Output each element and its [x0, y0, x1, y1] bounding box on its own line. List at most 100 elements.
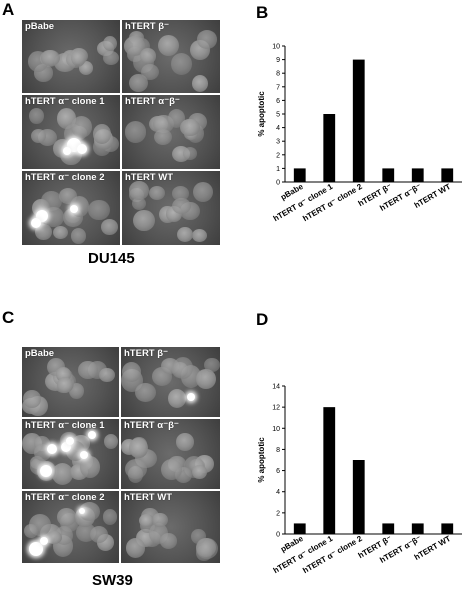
cell-nucleus — [176, 226, 194, 243]
apoptotic-body — [80, 451, 88, 459]
y-tick-label: 4 — [276, 125, 280, 132]
y-tick-label: 1 — [276, 166, 280, 173]
micrograph-tile: hTERT α⁻ clone 2 — [22, 171, 120, 245]
micrograph-tile: hTERT α⁻ clone 1 — [22, 419, 119, 489]
y-tick-label: 4 — [276, 489, 280, 496]
micrograph-tile: hTERT α⁻β⁻ — [122, 95, 220, 169]
y-tick-label: 3 — [276, 139, 280, 146]
cell-nucleus — [134, 383, 156, 403]
panel-label-b: B — [256, 3, 269, 22]
micrograph-tile: pBabe — [22, 347, 119, 417]
bar — [441, 168, 454, 182]
cell-nucleus — [70, 228, 86, 244]
cell-nucleus — [41, 49, 60, 66]
bar — [411, 523, 424, 534]
micrograph-label: hTERT β⁻ — [125, 21, 170, 32]
micrograph-tile: hTERT WT — [122, 171, 220, 245]
y-axis-label: % apoptotic — [257, 91, 266, 137]
y-tick-label: 10 — [272, 426, 280, 433]
y-tick-label: 10 — [272, 44, 280, 51]
y-tick-label: 2 — [276, 510, 280, 517]
micrograph-tile: pBabe — [22, 20, 120, 93]
micrograph-label: hTERT α⁻ clone 2 — [25, 172, 105, 183]
cell-nucleus — [103, 35, 118, 52]
y-tick-label: 8 — [276, 447, 280, 454]
cell-nucleus — [168, 389, 187, 409]
y-tick-label: 0 — [276, 532, 280, 539]
y-tick-label: 9 — [276, 57, 280, 64]
micrograph-label: pBabe — [25, 348, 55, 359]
micrograph-grid-sw39: pBabe hTERT β⁻ hTERT α⁻ clone 1 hTERT α⁻… — [22, 347, 220, 563]
cell-nucleus — [102, 50, 119, 66]
cell-line-caption-bottom: SW39 — [92, 572, 133, 589]
bar — [293, 523, 306, 534]
cell-nucleus — [191, 465, 207, 479]
y-tick-label: 0 — [276, 180, 280, 187]
micrograph-label: hTERT WT — [124, 492, 173, 503]
y-tick-label: 14 — [272, 384, 280, 391]
micrograph-label: hTERT α⁻ clone 1 — [25, 96, 105, 107]
cell-nucleus — [101, 219, 119, 236]
cell-nucleus — [79, 456, 100, 478]
cell-nucleus — [28, 108, 44, 125]
apoptotic-body — [79, 508, 85, 514]
micrograph-tile: hTERT WT — [121, 491, 220, 563]
micrograph-label: hTERT α⁻ clone 2 — [25, 492, 105, 503]
apoptotic-body — [70, 205, 78, 213]
bar — [352, 59, 365, 182]
apoptotic-body — [66, 437, 74, 445]
bar — [293, 168, 306, 182]
cell-nucleus — [159, 533, 178, 549]
apoptotic-body — [88, 431, 96, 439]
cell-nucleus — [139, 48, 157, 64]
micrograph-tile: hTERT α⁻ clone 2 — [22, 491, 119, 563]
cell-nucleus — [125, 538, 146, 559]
cell-nucleus — [154, 128, 173, 145]
cell-nucleus — [132, 197, 147, 211]
cell-nucleus — [43, 206, 64, 228]
cell-nucleus — [129, 73, 148, 92]
cell-nucleus — [171, 197, 191, 215]
micrograph-tile: hTERT α⁻ clone 1 — [22, 95, 120, 169]
cell-nucleus — [191, 229, 207, 243]
apoptotic-body — [29, 542, 43, 556]
y-tick-label: 6 — [276, 98, 280, 105]
bar — [382, 523, 395, 534]
cell-nucleus — [46, 531, 62, 545]
cell-nucleus — [132, 209, 155, 232]
cell-nucleus — [103, 434, 119, 450]
cell-nucleus — [31, 128, 46, 143]
apoptotic-body — [40, 465, 52, 477]
micrograph-tile: hTERT β⁻ — [121, 347, 220, 417]
cell-nucleus — [172, 357, 193, 379]
cell-nucleus — [88, 199, 110, 221]
cell-nucleus — [24, 523, 39, 539]
micrograph-label: hTERT α⁻β⁻ — [124, 420, 179, 431]
cell-nucleus — [56, 377, 73, 394]
cell-nucleus — [93, 124, 111, 144]
apoptotic-body — [40, 537, 48, 545]
y-tick-label: 7 — [276, 84, 280, 91]
bar — [352, 460, 365, 534]
micrograph-label: hTERT α⁻ clone 1 — [25, 420, 105, 431]
micrograph-label: hTERT α⁻β⁻ — [125, 96, 180, 107]
cell-nucleus — [204, 357, 220, 372]
cell-nucleus — [148, 185, 166, 201]
cell-nucleus — [79, 502, 101, 522]
cell-nucleus — [158, 35, 180, 57]
y-tick-label: 2 — [276, 152, 280, 159]
cell-nucleus — [56, 508, 76, 526]
cell-nucleus — [70, 116, 93, 139]
bar — [411, 168, 424, 182]
apoptotic-body — [47, 444, 57, 454]
y-axis-label: % apoptotic — [257, 437, 266, 483]
y-tick-label: 8 — [276, 71, 280, 78]
cell-nucleus — [171, 53, 193, 75]
micrograph-grid-du145: pBabe hTERT β⁻ hTERT α⁻ clone 1 hTERT α⁻… — [22, 20, 220, 245]
cell-nucleus — [128, 437, 148, 459]
cell-nucleus — [192, 75, 209, 93]
micrograph-label: hTERT WT — [125, 172, 174, 183]
cell-nucleus — [161, 458, 183, 480]
apoptotic-body — [63, 147, 71, 155]
